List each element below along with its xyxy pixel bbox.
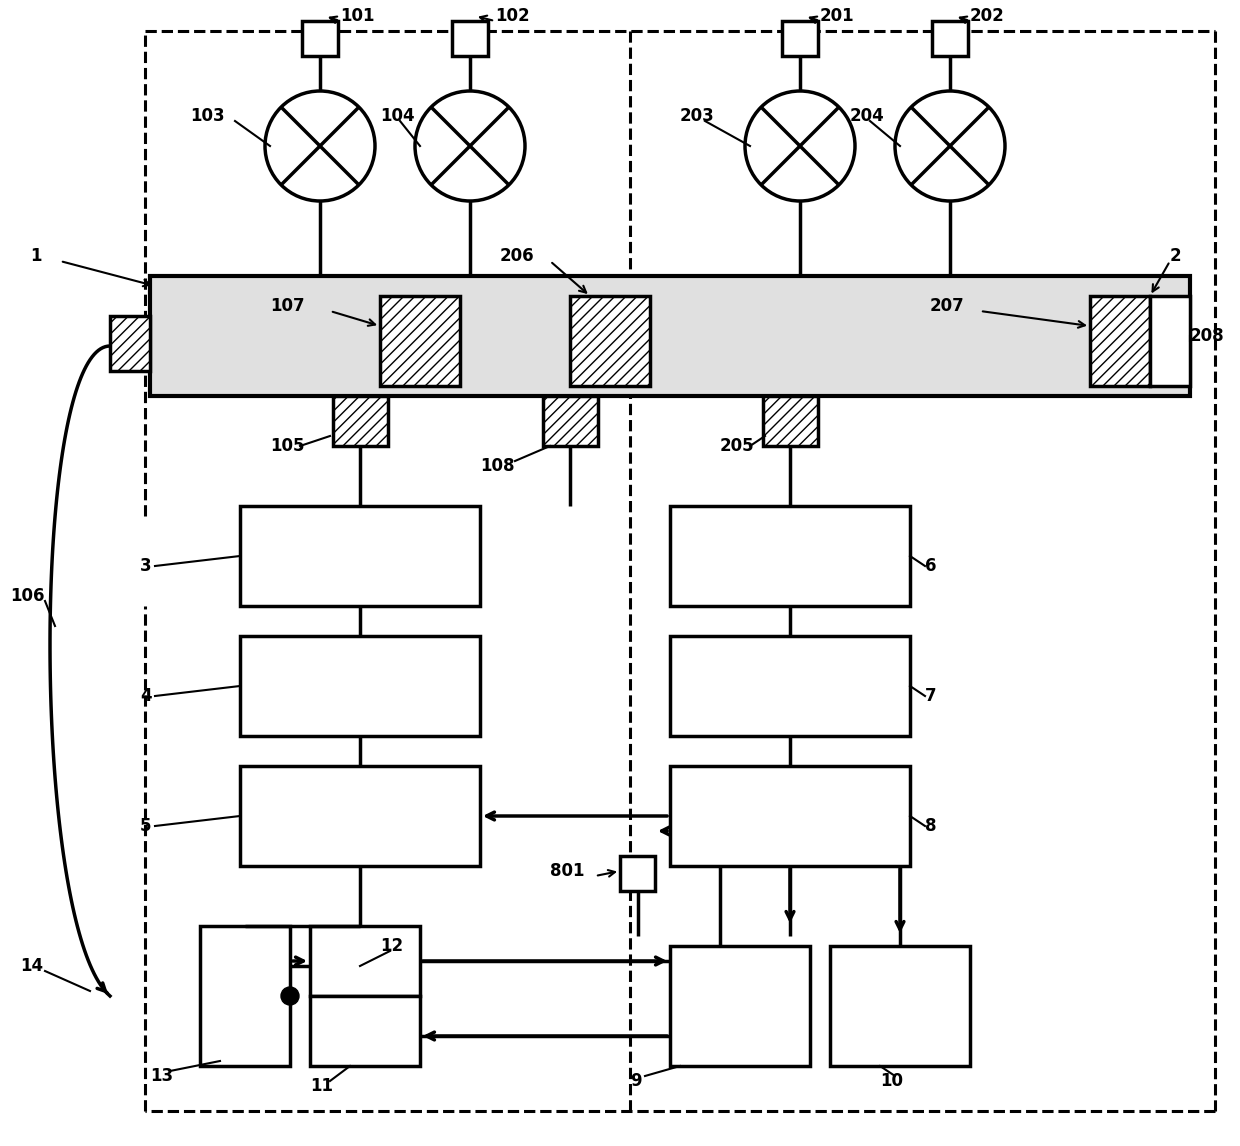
Bar <box>150 276 1190 397</box>
Bar <box>1090 296 1149 386</box>
Bar <box>763 397 817 446</box>
Text: 14: 14 <box>20 957 43 975</box>
Bar <box>303 21 339 56</box>
Bar <box>110 316 150 371</box>
Bar <box>310 996 420 1066</box>
Text: 108: 108 <box>480 457 515 474</box>
Text: 107: 107 <box>270 297 305 315</box>
Bar <box>379 296 460 386</box>
Text: 12: 12 <box>379 937 403 955</box>
Bar <box>310 926 420 996</box>
Bar <box>830 945 970 1066</box>
Text: 201: 201 <box>820 7 854 25</box>
Text: 8: 8 <box>925 817 936 835</box>
Bar <box>332 397 387 446</box>
Text: 105: 105 <box>270 437 305 455</box>
Text: 3: 3 <box>140 557 151 575</box>
Text: 13: 13 <box>150 1067 174 1085</box>
Bar <box>200 926 290 1066</box>
Circle shape <box>745 91 856 201</box>
Text: 103: 103 <box>190 107 224 125</box>
Text: 6: 6 <box>925 557 936 575</box>
Bar <box>620 856 655 890</box>
Text: 2: 2 <box>1171 248 1182 265</box>
Text: 203: 203 <box>680 107 714 125</box>
Bar <box>241 507 480 606</box>
Bar <box>670 636 910 736</box>
Bar <box>670 507 910 606</box>
Text: 101: 101 <box>340 7 374 25</box>
Bar <box>241 766 480 866</box>
Text: 11: 11 <box>310 1077 334 1094</box>
Text: 106: 106 <box>10 587 45 605</box>
Circle shape <box>265 91 374 201</box>
Text: 9: 9 <box>630 1072 641 1090</box>
Text: 7: 7 <box>925 686 936 705</box>
Text: 204: 204 <box>849 107 885 125</box>
Text: 208: 208 <box>1190 327 1225 345</box>
Bar <box>782 21 818 56</box>
Text: 102: 102 <box>495 7 529 25</box>
Bar <box>670 766 910 866</box>
Bar <box>570 296 650 386</box>
Bar <box>932 21 968 56</box>
Text: 202: 202 <box>970 7 1004 25</box>
Bar <box>453 21 489 56</box>
Circle shape <box>281 987 299 1005</box>
Bar <box>543 397 598 446</box>
Text: 801: 801 <box>551 862 584 880</box>
Bar <box>670 945 810 1066</box>
Circle shape <box>415 91 525 201</box>
Bar <box>1149 296 1190 386</box>
Text: 206: 206 <box>500 248 534 265</box>
Text: 10: 10 <box>880 1072 903 1090</box>
Text: 207: 207 <box>930 297 965 315</box>
Bar <box>241 636 480 736</box>
Text: 1: 1 <box>30 248 41 265</box>
Circle shape <box>895 91 1004 201</box>
Text: 5: 5 <box>140 817 151 835</box>
Text: 4: 4 <box>140 686 151 705</box>
Text: 104: 104 <box>379 107 414 125</box>
Text: 205: 205 <box>720 437 755 455</box>
